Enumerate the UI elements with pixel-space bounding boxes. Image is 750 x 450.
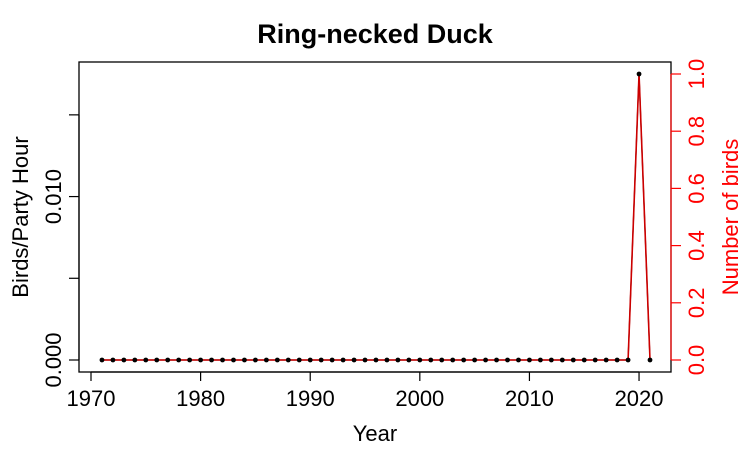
data-point — [263, 357, 269, 363]
data-point — [439, 357, 445, 363]
data-point — [143, 357, 149, 363]
data-point — [417, 357, 423, 363]
data-point — [242, 357, 247, 363]
data-point — [592, 357, 598, 363]
x-axis-label: Year — [353, 421, 397, 446]
data-point — [537, 357, 543, 363]
data-point — [231, 357, 236, 363]
data-point — [450, 357, 456, 363]
y-right-tick-label: 0.6 — [684, 173, 709, 204]
y-left-axis-label: Birds/Party Hour — [8, 136, 33, 297]
data-point — [527, 357, 532, 363]
data-point — [99, 357, 105, 363]
data-point — [636, 71, 642, 77]
y-right-tick-label: 0.0 — [684, 345, 709, 376]
data-point — [187, 357, 193, 363]
y-left-axis: 0.000 0.010 — [41, 114, 80, 388]
data-point — [614, 357, 620, 363]
data-point — [559, 357, 565, 363]
data-point — [351, 357, 357, 363]
data-point — [548, 357, 554, 363]
data-point — [220, 357, 225, 363]
data-point — [285, 357, 291, 363]
y-right-axis-label: Number of birds — [718, 139, 743, 296]
x-tick-label: 1990 — [286, 386, 335, 411]
x-axis: 1970 1980 1990 2000 2010 2020 — [67, 371, 664, 411]
data-point — [154, 357, 160, 363]
data-point — [121, 357, 127, 363]
x-tick-label: 2010 — [505, 386, 554, 411]
data-point — [395, 357, 401, 363]
data-point — [647, 357, 653, 363]
data-point — [307, 357, 313, 363]
series-line-birds-per-hour — [101, 73, 651, 361]
data-point — [461, 357, 467, 363]
data-point — [274, 357, 280, 363]
y-right-axis: 0.0 0.2 0.4 0.6 0.8 1.0 — [670, 59, 709, 376]
data-point — [373, 357, 379, 363]
x-tick-label: 1980 — [176, 386, 225, 411]
data-point — [318, 357, 324, 363]
y-left-tick-label: 0.010 — [41, 169, 66, 224]
data-point — [494, 357, 499, 363]
data-point — [132, 357, 138, 363]
y-right-tick-label: 0.2 — [684, 288, 709, 319]
data-point — [296, 357, 302, 363]
data-point — [581, 357, 587, 363]
data-point — [428, 357, 434, 363]
x-tick-label: 1970 — [67, 386, 116, 411]
data-point — [516, 357, 521, 363]
y-left-tick-label: 0.000 — [41, 332, 66, 387]
data-point — [483, 357, 488, 363]
data-point — [253, 357, 258, 363]
data-point — [384, 357, 390, 363]
data-point — [329, 357, 335, 363]
data-point — [362, 357, 368, 363]
x-tick-label: 2000 — [395, 386, 444, 411]
data-point — [505, 357, 510, 363]
data-point — [472, 357, 478, 363]
data-point — [570, 357, 576, 363]
y-right-tick-label: 1.0 — [684, 59, 709, 90]
data-point — [209, 357, 214, 363]
data-point — [340, 357, 346, 363]
data-point — [625, 357, 631, 363]
chart-title: Ring-necked Duck — [257, 19, 494, 49]
data-point — [165, 357, 171, 363]
plot-frame — [78, 61, 672, 373]
series-line-number-of-birds — [101, 73, 651, 361]
data-point — [406, 357, 412, 363]
y-right-tick-label: 0.8 — [684, 116, 709, 147]
x-tick-label: 2020 — [615, 386, 664, 411]
data-point — [110, 357, 116, 363]
data-point — [198, 357, 204, 363]
data-point — [176, 357, 182, 363]
y-right-tick-label: 0.4 — [684, 230, 709, 261]
series-layer — [99, 71, 653, 363]
data-point — [603, 357, 609, 363]
